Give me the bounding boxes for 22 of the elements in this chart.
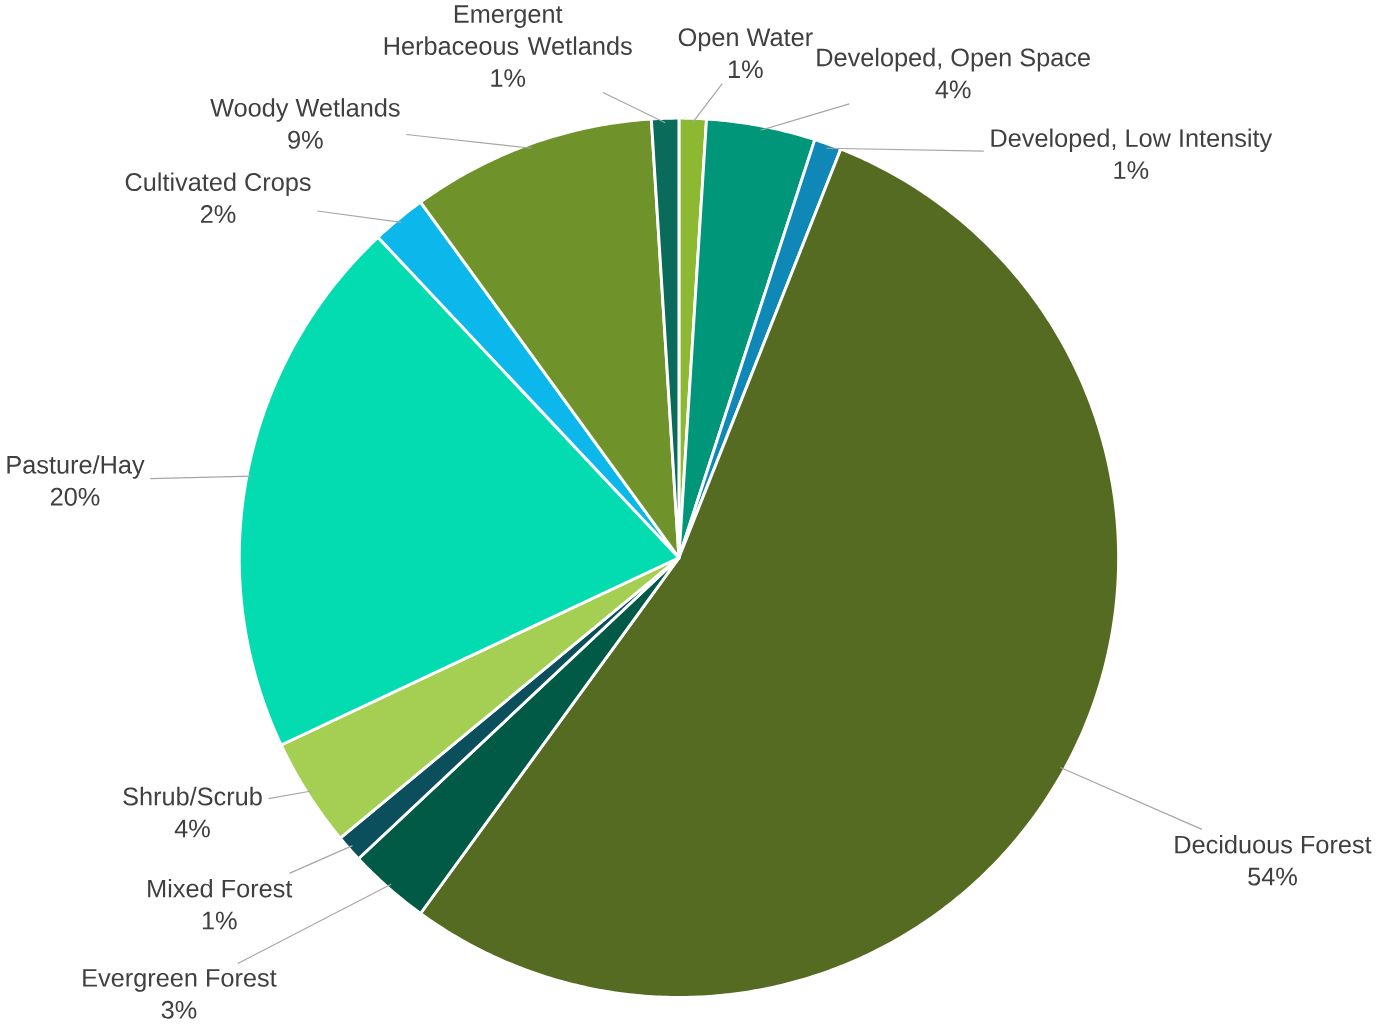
data-label: 4%: [935, 80, 971, 99]
data-label: 1%: [1114, 161, 1149, 179]
slice-label: Deciduous Forest: [1175, 834, 1372, 854]
slice-label: Shrub/Scrub: [123, 786, 262, 806]
slice-label: Developed, Open Space: [817, 47, 1090, 72]
data-label: 2%: [201, 205, 236, 223]
slice-label: Pasture/Hay: [7, 455, 145, 479]
slice-label: Mixed Forest: [148, 878, 293, 898]
slice-label: Cultivated Crops: [125, 172, 311, 196]
data-label: 4%: [174, 819, 210, 838]
slice-label: Woody Wetlands: [210, 98, 400, 122]
data-label: 9%: [288, 130, 323, 149]
slice-label: Open Water: [678, 28, 813, 52]
slice-label: Developed, Low Intensity: [991, 128, 1273, 153]
data-label: 54%: [1248, 867, 1297, 886]
data-label: 3%: [161, 1000, 197, 1019]
data-label: 1%: [491, 69, 526, 87]
slice-label: Emergent Herbaceous Wetlands: [384, 5, 632, 55]
data-label: 1%: [729, 60, 763, 79]
data-label: 20%: [50, 487, 100, 506]
slice-label: Evergreen Forest: [83, 969, 277, 992]
data-label: 1%: [202, 911, 237, 930]
